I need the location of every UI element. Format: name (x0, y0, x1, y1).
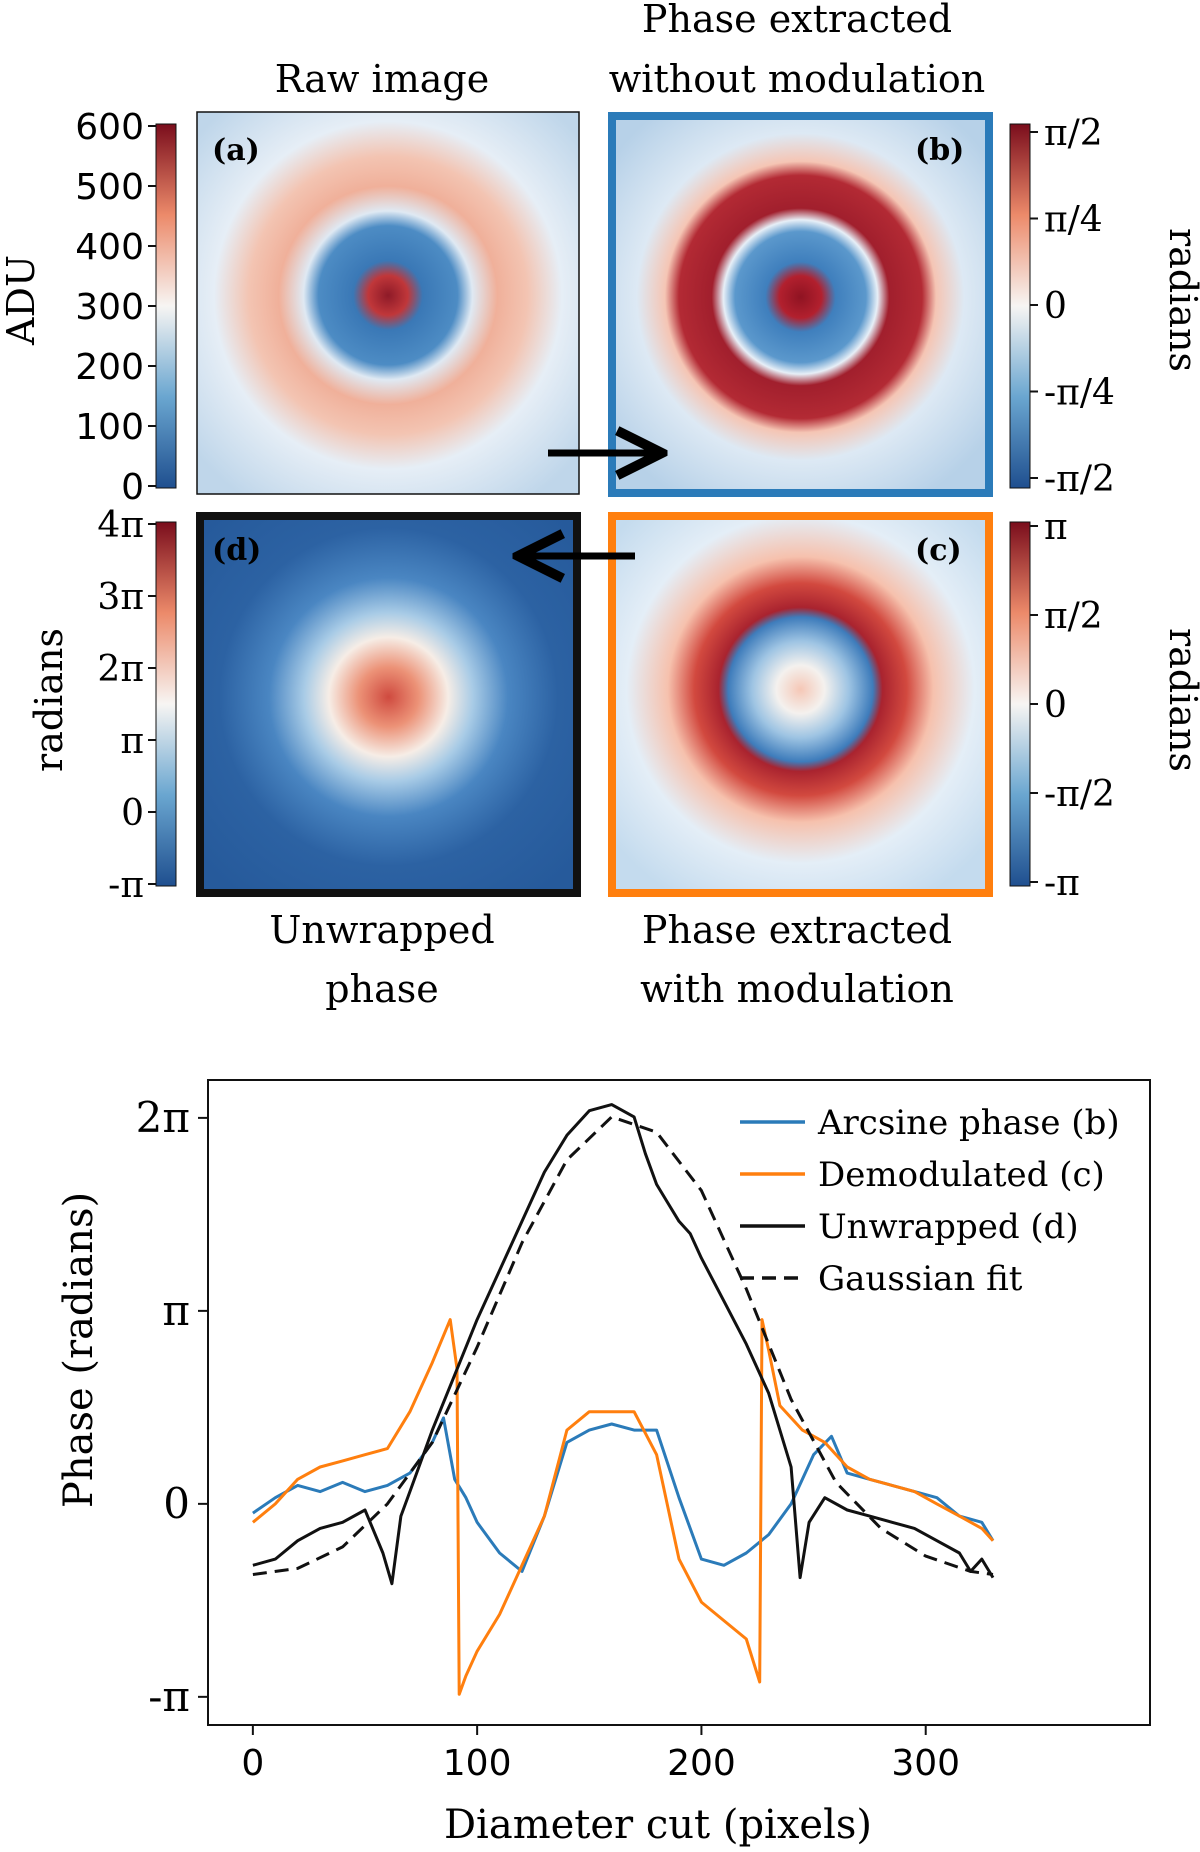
colorbar-b-tick-label: π/2 (1044, 113, 1103, 154)
colorbar-d-tick-label: 4π (97, 505, 144, 546)
panel-d: (d) Unwrapped phase (200, 516, 577, 1011)
colorbar-b-tick-label: -π/2 (1044, 459, 1115, 500)
x-tick-label: 200 (667, 1743, 736, 1784)
figure: (a) Raw image (b) Phase extracted withou… (0, 0, 1200, 1852)
panel-d-image (200, 516, 577, 893)
legend-entry-arcsine: Arcsine phase (b) (817, 1103, 1120, 1143)
colorbar-a-label: ADU (0, 255, 43, 346)
colorbar-d-tick-label: 0 (121, 793, 144, 834)
colorbar-b-tick-label: 0 (1044, 286, 1067, 327)
panel-d-title-line1: Unwrapped (269, 908, 494, 952)
panel-b-title-line2: without modulation (609, 57, 985, 101)
colorbar-d-bar (156, 522, 176, 886)
colorbar-a-tick-label: 400 (75, 227, 144, 268)
panel-b: (b) Phase extracted without modulation (609, 0, 989, 493)
colorbar-c-tick-label: -π/2 (1044, 774, 1115, 815)
panel-d-tag: (d) (212, 533, 261, 568)
y-tick-label: π (162, 1286, 190, 1335)
colorbar-d-tick-label: π (120, 721, 144, 762)
panel-b-image (612, 116, 989, 493)
colorbar-a-tick-label: 0 (121, 467, 144, 508)
line-chart: 0 100 200 300 -π 0 π 2π Diameter cut (pixels) P… (56, 1080, 1150, 1848)
panel-c-tag: (c) (915, 533, 962, 568)
colorbar-d-label: radians (27, 628, 71, 772)
panel-a-tag: (a) (212, 133, 260, 168)
panel-a: (a) Raw image (197, 57, 579, 494)
legend: Arcsine phase (b) Demodulated (c) Unwrappe… (740, 1103, 1120, 1299)
colorbar-b-tick-label: π/4 (1044, 200, 1103, 241)
panel-a-title: Raw image (275, 57, 489, 101)
colorbar-a-tick-label: 200 (75, 347, 144, 388)
panel-b-title-line1: Phase extracted (642, 0, 952, 41)
series-line-arcsine (253, 1418, 993, 1572)
colorbar-c-tick-label: π/2 (1044, 596, 1103, 637)
colorbar-c: radians π π/2 0 -π/2 -π (1010, 507, 1200, 904)
colorbar-c-label: radians (1161, 628, 1200, 772)
colorbar-c-bar (1010, 522, 1030, 886)
panel-c: (c) Phase extracted with modulation (612, 516, 989, 1011)
colorbar-d-tick-label: -π (108, 865, 144, 906)
panel-d-title-line2: phase (325, 967, 438, 1011)
series-line-demod (253, 1320, 993, 1695)
panel-a-image (197, 112, 579, 494)
colorbar-a-tick-label: 600 (75, 107, 144, 148)
colorbar-d-tick-label: 3π (97, 577, 144, 618)
y-tick-label: 2π (136, 1093, 190, 1142)
colorbar-b: radians π/2 π/4 0 -π/4 -π/2 (1010, 113, 1200, 500)
colorbar-a: ADU 600 500 400 300 200 100 0 (0, 107, 176, 508)
colorbar-a-bar (156, 124, 176, 488)
panel-c-title-line1: Phase extracted (642, 908, 952, 952)
colorbar-b-bar (1010, 124, 1030, 488)
legend-entry-unwrapped: Unwrapped (d) (818, 1207, 1079, 1247)
colorbar-c-tick-label: π (1044, 507, 1068, 548)
colorbar-a-tick-label: 500 (75, 167, 144, 208)
colorbar-a-tick-label: 300 (75, 287, 144, 328)
colorbar-b-label: radians (1161, 228, 1200, 372)
x-axis-label: Diameter cut (pixels) (444, 1802, 872, 1848)
legend-entry-fit: Gaussian fit (818, 1259, 1023, 1299)
x-tick-label: 100 (443, 1743, 512, 1784)
x-tick-label: 300 (891, 1743, 960, 1784)
colorbar-b-tick-label: -π/4 (1044, 373, 1115, 414)
y-tick-label: -π (148, 1672, 190, 1721)
colorbar-c-tick-label: -π (1044, 863, 1080, 904)
panel-c-image (612, 516, 989, 893)
colorbar-d-tick-label: 2π (97, 649, 144, 690)
y-tick-label: 0 (163, 1479, 190, 1528)
panel-c-title-line2: with modulation (640, 967, 954, 1011)
colorbar-d: radians 4π 3π 2π π 0 -π (27, 505, 176, 906)
x-tick-label: 0 (241, 1743, 264, 1784)
panel-b-tag: (b) (915, 133, 964, 168)
legend-entry-demod: Demodulated (c) (818, 1155, 1105, 1195)
colorbar-c-tick-label: 0 (1044, 685, 1067, 726)
y-axis-label: Phase (radians) (56, 1192, 102, 1508)
colorbar-a-tick-label: 100 (75, 407, 144, 448)
